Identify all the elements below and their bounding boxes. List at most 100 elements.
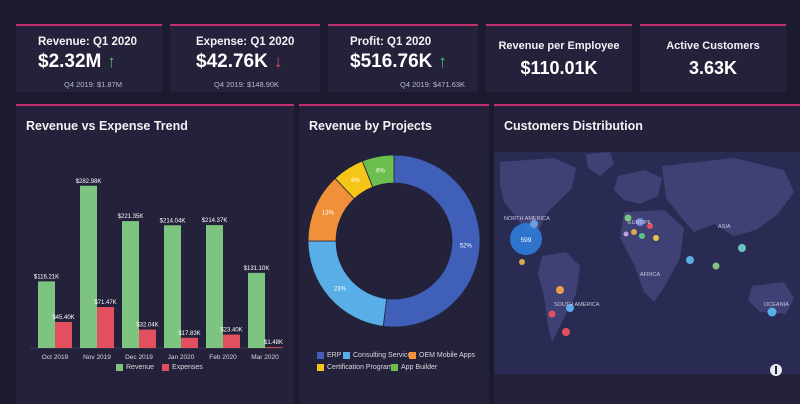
donut-slice[interactable] (361, 154, 395, 188)
revenue-bar[interactable] (206, 225, 223, 348)
kpi-profit[interactable]: Profit: Q1 2020 $516.76K ↑ Q4 2019: $471.… (328, 24, 478, 92)
map-label-europe: EUROPE (628, 220, 652, 226)
legend-app-builder-label: App Builder (401, 364, 438, 371)
customer-bubble[interactable] (623, 231, 629, 237)
customer-bubble[interactable] (636, 218, 644, 226)
kpi-profit-previous: Q4 2019: $471.63K (400, 80, 466, 89)
donut-slice[interactable] (307, 240, 388, 327)
legend-expenses-swatch (162, 364, 170, 371)
customer-bubble[interactable] (519, 259, 525, 265)
x-tick-label: Feb 2020 (209, 354, 237, 361)
revenue-data-label: $214.04K (160, 218, 186, 224)
donut-slice[interactable] (382, 154, 481, 328)
projects-panel: Revenue by Projects 52% 23% 13% 6% 6% ERP Co… (299, 104, 489, 404)
x-tick-label: Mar 2020 (251, 354, 279, 361)
expense-bar[interactable] (97, 307, 114, 348)
customer-bubble[interactable] (566, 304, 574, 312)
up-arrow-icon: ↑ (107, 52, 116, 71)
kpi-revenue[interactable]: Revenue: Q1 2020 $2.32M ↑ Q4 2019: $1.87M (16, 24, 162, 92)
expense-data-label: $17.83K (178, 331, 200, 337)
kpi-revenue-value: $2.32M ↑ (38, 51, 116, 73)
expense-data-label: $23.40K (220, 328, 242, 334)
kpi-rpe-label: Revenue per Employee (498, 40, 620, 52)
customer-bubble[interactable] (556, 286, 564, 294)
kpi-profit-label: Profit: Q1 2020 (350, 36, 432, 48)
expense-bar[interactable] (223, 334, 240, 348)
up-arrow-icon: ↑ (438, 52, 447, 71)
map-continent-asia (662, 158, 794, 236)
legend-item-consulting: Consulting Services (343, 352, 415, 359)
expense-bar[interactable] (265, 347, 282, 348)
legend-item-certification: Certification Program (317, 364, 393, 371)
revenue-bar[interactable] (38, 281, 55, 348)
legend-consulting-label: Consulting Services (353, 352, 415, 359)
revenue-data-label: $131.10K (244, 266, 270, 272)
trend-legend: Revenue Expenses (116, 364, 203, 371)
customer-bubble[interactable] (624, 214, 632, 222)
map-continent-north-america (500, 158, 576, 238)
trend-title: Revenue vs Expense Trend (26, 119, 188, 133)
customer-bubble[interactable] (712, 262, 720, 270)
legend-item-oem: OEM Mobile Apps (409, 352, 475, 359)
customer-bubble[interactable] (653, 235, 659, 241)
kpi-revenue-amount: $2.32M (38, 51, 102, 72)
legend-erp-swatch (317, 352, 324, 359)
map-continent-europe (614, 170, 662, 204)
down-arrow-icon: ↓ (273, 52, 283, 71)
x-tick-label: Nov 2019 (83, 354, 111, 361)
customer-bubble[interactable] (548, 310, 556, 318)
x-tick-label: Oct 2019 (42, 354, 69, 361)
kpi-revenue-per-employee[interactable]: Revenue per Employee $110.01K (486, 24, 632, 92)
customer-bubble[interactable] (562, 328, 570, 336)
info-icon-mark (775, 366, 777, 374)
customer-bubble[interactable] (639, 233, 645, 239)
kpi-profit-value: $516.76K ↑ (350, 51, 447, 73)
x-tick-label: Dec 2019 (125, 354, 153, 361)
revenue-bar[interactable] (164, 225, 181, 348)
kpi-expense[interactable]: Expense: Q1 2020 $42.76K ↓ Q4 2019: $148.… (170, 24, 320, 92)
kpi-expense-previous: Q4 2019: $148.90K (214, 80, 280, 89)
customers-world-map[interactable]: 599 NORTH AMERICA SOUTH AMERICA EUROPE A… (494, 106, 800, 402)
expense-bar[interactable] (181, 337, 198, 348)
slice-percent-label: 52% (460, 244, 473, 250)
trend-chart: $116.21K $45.40K Oct 2019 $282.98K $71.47K No… (30, 179, 284, 361)
expense-bar[interactable] (55, 321, 72, 348)
revenue-data-label: $282.98K (76, 179, 102, 185)
kpi-revenue-previous: Q4 2019: $1.87M (64, 80, 122, 89)
legend-item-app-builder: App Builder (391, 364, 437, 371)
legend-revenue-label: Revenue (126, 364, 155, 371)
kpi-rpe-value: $110.01K (520, 58, 598, 78)
revenue-bar[interactable] (122, 221, 139, 348)
kpi-customers-label: Active Customers (666, 40, 760, 52)
slice-percent-label: 13% (322, 210, 335, 216)
revenue-bar[interactable] (248, 272, 265, 348)
legend-erp-label: ERP (327, 352, 342, 359)
kpi-active-customers[interactable]: Active Customers 3.63K (640, 24, 786, 92)
slice-percent-label: 23% (334, 287, 347, 293)
x-tick-label: Jan 2020 (168, 354, 195, 361)
projects-title: Revenue by Projects (309, 119, 432, 133)
customer-bubble-north-america[interactable] (510, 223, 542, 255)
map-label-asia: ASIA (718, 224, 731, 230)
projects-donut-chart: 52% 23% 13% 6% 6% (307, 154, 481, 328)
map-label-south-america: SOUTH AMERICA (554, 302, 600, 308)
expense-data-label: $45.40K (52, 315, 74, 321)
legend-item-erp: ERP (317, 352, 341, 359)
legend-app-builder-swatch (391, 364, 398, 371)
customer-bubble[interactable] (686, 256, 694, 264)
legend-oem-label: OEM Mobile Apps (419, 352, 476, 359)
customer-bubble[interactable] (767, 307, 777, 317)
customer-bubble[interactable] (647, 223, 653, 229)
revenue-data-label: $221.35K (118, 214, 144, 220)
legend-oem-swatch (409, 352, 416, 359)
legend-expenses-label: Expenses (172, 364, 203, 371)
revenue-bar[interactable] (80, 185, 97, 348)
customer-bubble[interactable] (631, 229, 637, 235)
expense-bar[interactable] (139, 329, 156, 348)
customer-bubble[interactable] (738, 244, 746, 252)
expense-data-label: $1.48K (264, 340, 283, 346)
customer-bubble[interactable] (530, 220, 538, 228)
map-continent-oceania (748, 282, 794, 314)
slice-percent-label: 6% (351, 178, 360, 184)
kpi-expense-amount: $42.76K (196, 51, 268, 72)
